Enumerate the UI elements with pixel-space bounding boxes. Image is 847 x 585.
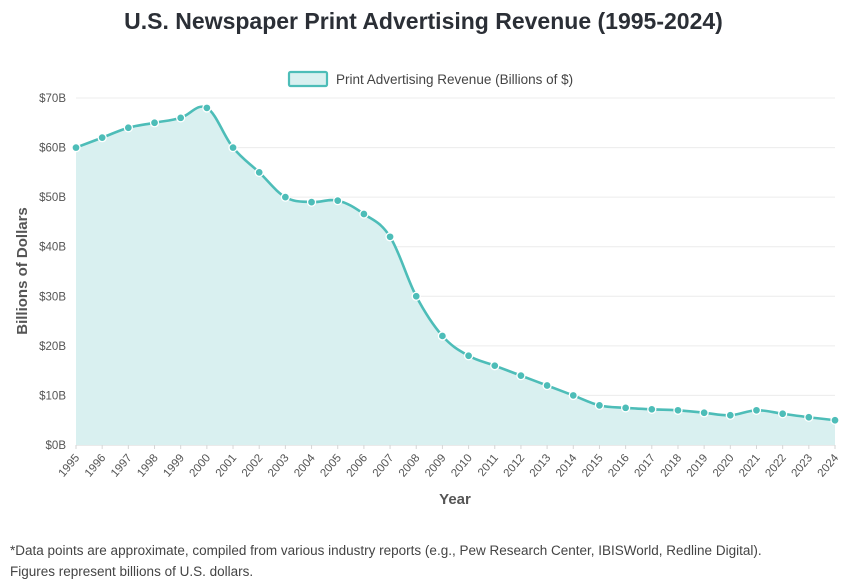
data-point-2022[interactable] xyxy=(778,409,788,419)
x-tick-label: 2006 xyxy=(345,452,371,479)
data-point-2018[interactable] xyxy=(673,405,683,415)
data-point-2021[interactable] xyxy=(751,405,762,415)
data-point-2000[interactable] xyxy=(202,103,212,113)
legend-label[interactable]: Print Advertising Revenue (Billions of $… xyxy=(336,72,573,87)
x-tick-label: 2023 xyxy=(789,452,815,479)
data-point-2008[interactable] xyxy=(411,291,421,301)
data-point-2023[interactable] xyxy=(804,412,814,422)
data-point-2001[interactable] xyxy=(228,142,238,153)
footnote-line-2: Figures represent billions of U.S. dolla… xyxy=(10,564,254,579)
data-point-2003[interactable] xyxy=(280,192,291,202)
x-tick-label: 2015 xyxy=(580,452,606,479)
footnote: *Data points are approximate, compiled f… xyxy=(10,540,840,582)
x-tick-label: 2017 xyxy=(632,452,658,479)
x-tick-label: 1996 xyxy=(83,452,109,479)
x-tick-label: 1999 xyxy=(161,452,187,479)
data-point-2024[interactable] xyxy=(830,415,840,425)
data-point-2009[interactable] xyxy=(437,331,448,341)
x-tick-label: 2002 xyxy=(240,452,266,479)
y-tick-label: $20B xyxy=(39,341,66,353)
data-point-2006[interactable] xyxy=(359,209,369,219)
y-tick-label: $30B xyxy=(39,291,66,303)
footnote-line-1: *Data points are approximate, compiled f… xyxy=(10,543,762,558)
data-point-1995[interactable] xyxy=(71,142,81,153)
x-tick-label: 2020 xyxy=(711,452,737,479)
data-point-2013[interactable] xyxy=(542,380,552,391)
x-tick-label: 2022 xyxy=(763,452,789,479)
y-tick-label: $70B xyxy=(39,93,66,105)
data-point-2016[interactable] xyxy=(620,403,631,413)
x-tick-label: 2008 xyxy=(397,452,423,479)
data-point-2019[interactable] xyxy=(699,408,709,418)
area-fill-layer xyxy=(76,106,835,445)
data-point-2010[interactable] xyxy=(463,351,474,361)
x-tick-label: 1997 xyxy=(109,452,135,479)
data-point-1999[interactable] xyxy=(176,113,186,123)
data-point-1996[interactable] xyxy=(97,133,107,143)
x-tick-label: 2024 xyxy=(816,452,842,480)
data-point-2002[interactable] xyxy=(254,167,264,178)
y-axis-ticks: $0B $10B $20B $30B $40B $50B $60B $70B xyxy=(39,93,66,452)
x-tick-label: 1998 xyxy=(135,452,161,479)
x-tick-label: 2021 xyxy=(737,452,763,479)
series-area-fill xyxy=(76,106,835,445)
x-tick-label: 2005 xyxy=(318,452,344,479)
x-tick-label: 2001 xyxy=(214,452,240,479)
data-point-2017[interactable] xyxy=(647,404,657,414)
y-tick-label: $50B xyxy=(39,192,66,204)
data-point-2012[interactable] xyxy=(516,370,526,381)
x-tick-label: 1995 xyxy=(57,452,83,479)
x-tick-label: 2016 xyxy=(606,452,632,479)
x-tick-label: 2013 xyxy=(528,452,554,479)
x-tick-label: 2009 xyxy=(423,452,449,479)
data-point-1997[interactable] xyxy=(123,123,133,133)
legend-swatch[interactable] xyxy=(287,70,329,88)
x-tick-label: 2011 xyxy=(476,452,501,479)
data-point-2014[interactable] xyxy=(568,390,578,401)
x-tick-label: 2012 xyxy=(502,452,528,479)
data-point-2005[interactable] xyxy=(333,195,343,206)
chart-title: U.S. Newspaper Print Advertising Revenue… xyxy=(124,8,723,34)
x-axis-label: Year xyxy=(439,491,471,508)
y-tick-label: $60B xyxy=(39,143,66,155)
data-point-1998[interactable] xyxy=(149,118,160,128)
x-tick-label: 2018 xyxy=(659,452,685,479)
data-point-2020[interactable] xyxy=(725,410,735,420)
data-point-2015[interactable] xyxy=(594,400,605,410)
y-tick-label: $40B xyxy=(39,242,66,254)
legend: Print Advertising Revenue (Billions of $… xyxy=(287,70,573,88)
x-tick-label: 2010 xyxy=(449,452,475,479)
x-axis-ticks: 1995 1996 1997 1998 1999 2000 2001 2002 2003 2004… xyxy=(57,445,842,480)
x-tick-label: 2019 xyxy=(685,452,711,479)
y-tick-label: $10B xyxy=(39,390,66,402)
y-axis-label: Billions of Dollars xyxy=(14,207,31,335)
x-tick-label: 2007 xyxy=(371,452,397,479)
x-tick-label: 2014 xyxy=(554,452,580,480)
data-point-2011[interactable] xyxy=(490,361,500,371)
x-tick-label: 2000 xyxy=(188,452,214,479)
data-point-2004[interactable] xyxy=(306,197,317,207)
y-tick-label: $0B xyxy=(46,440,67,452)
x-tick-label: 2003 xyxy=(266,452,292,479)
x-tick-label: 2004 xyxy=(292,452,318,480)
data-points-layer xyxy=(71,103,840,425)
data-point-2007[interactable] xyxy=(385,232,395,242)
